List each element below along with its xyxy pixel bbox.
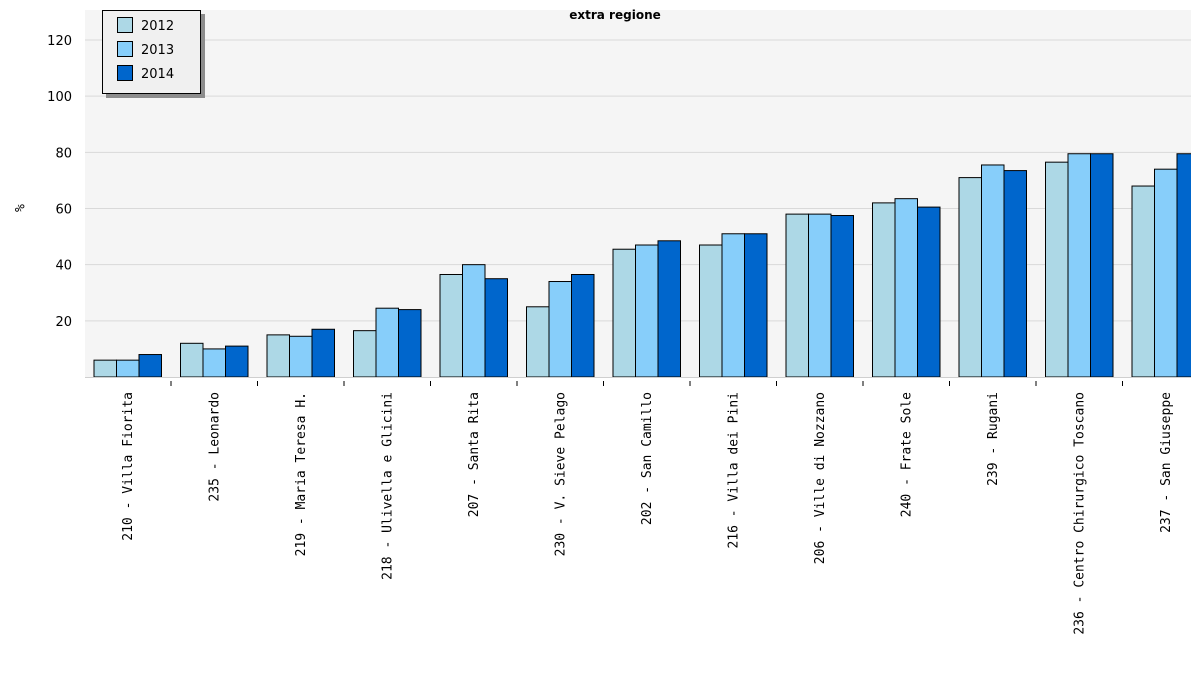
bar-2013-11 xyxy=(981,164,1005,378)
legend-label: 2014 xyxy=(141,67,174,82)
bar-2014-1 xyxy=(138,354,162,378)
bar-2012-6 xyxy=(526,306,550,378)
bar-2013-13 xyxy=(1154,168,1178,378)
legend: 2012 2013 2014 xyxy=(102,10,205,98)
bar-2012-11 xyxy=(958,177,982,378)
bar-2013-9 xyxy=(808,213,832,378)
x-tick-label: 207 - Santa Rita xyxy=(467,392,482,517)
bar-2014-2 xyxy=(225,345,249,378)
bar-2012-9 xyxy=(785,213,809,378)
bar-2012-10 xyxy=(872,202,896,378)
x-axis: 210 - Villa Fiorita 235 - Leonardo 219 - M… xyxy=(85,377,1191,635)
bar-2014-10 xyxy=(917,206,941,378)
x-tick-label: 216 - Villa dei Pini xyxy=(726,392,741,549)
y-tick-label: 80 xyxy=(55,146,72,161)
legend-label: 2012 xyxy=(141,19,174,34)
x-tick-label: 206 - Ville di Nozzano xyxy=(813,392,828,564)
bar-2013-3 xyxy=(289,335,313,378)
bar-2014-5 xyxy=(484,278,508,378)
bar-2012-13 xyxy=(1131,185,1155,378)
y-axis: 20 40 60 80 100 120 xyxy=(47,34,72,330)
y-tick-label: 100 xyxy=(47,90,72,105)
x-tick-label: 240 - Frate Sole xyxy=(899,392,914,517)
bar-2012-12 xyxy=(1045,161,1069,378)
bar-2014-3 xyxy=(311,328,335,378)
legend-swatch-2014 xyxy=(117,65,133,81)
y-tick-label: 20 xyxy=(55,315,72,330)
x-tick-label: 219 - Maria Teresa H. xyxy=(294,392,309,556)
bar-2013-12 xyxy=(1067,153,1091,378)
bar-2013-4 xyxy=(375,307,399,378)
x-tick-label: 230 - V. Sieve Pelago xyxy=(553,392,568,556)
y-tick-label: 40 xyxy=(55,259,72,274)
legend-swatch-2013 xyxy=(117,41,133,57)
bar-2013-10 xyxy=(894,198,918,378)
x-tick-label: 235 - Leonardo xyxy=(207,392,222,502)
x-tick-label: 239 - Rugani xyxy=(986,392,1001,486)
bar-2012-8 xyxy=(699,244,723,378)
bar-2014-9 xyxy=(830,215,854,378)
bar-2013-2 xyxy=(202,348,226,378)
bar-2014-8 xyxy=(744,233,768,378)
bar-2012-3 xyxy=(266,334,290,378)
chart-title: extra regione xyxy=(569,8,661,22)
bar-2012-1 xyxy=(93,359,117,378)
y-tick-label: 120 xyxy=(47,34,72,49)
bar-2012-5 xyxy=(439,273,463,378)
bar-2014-4 xyxy=(398,309,422,378)
x-tick-label: 237 - San Giuseppe xyxy=(1159,392,1174,533)
bar-2012-2 xyxy=(180,342,204,378)
bar-2014-13 xyxy=(1176,153,1191,378)
y-axis-label: % xyxy=(11,204,26,212)
legend-label: 2013 xyxy=(141,43,174,58)
bar-2013-1 xyxy=(116,359,140,378)
x-tick-label: 236 - Centro Chirurgico Toscano xyxy=(1072,392,1087,635)
x-tick-label: 202 - San Camillo xyxy=(640,392,655,525)
bars xyxy=(93,153,1191,378)
legend-swatch-2012 xyxy=(117,17,133,33)
bar-2014-6 xyxy=(571,273,595,378)
bar-2014-11 xyxy=(1003,170,1027,378)
bar-2012-7 xyxy=(612,248,636,378)
x-tick-label: 210 - Villa Fiorita xyxy=(121,392,136,541)
bar-2012-4 xyxy=(353,330,377,378)
x-tick-label: 218 - Ulivella e Glicini xyxy=(380,392,395,580)
bar-2014-12 xyxy=(1090,153,1114,378)
bar-2014-7 xyxy=(657,240,681,378)
y-tick-label: 60 xyxy=(55,203,72,218)
bar-2013-8 xyxy=(721,233,745,378)
bar-2013-7 xyxy=(635,244,659,378)
bar-2013-5 xyxy=(462,264,486,378)
bar-2013-6 xyxy=(548,281,572,378)
